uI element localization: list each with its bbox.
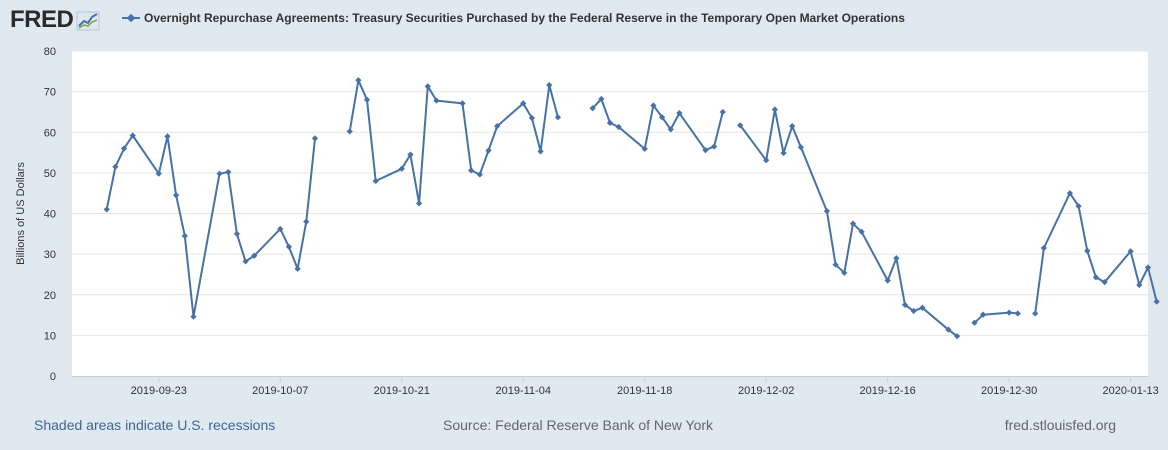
data-point-2019-09-24[interactable] bbox=[164, 133, 171, 140]
data-point-2019-10-09[interactable] bbox=[294, 265, 301, 272]
data-point-2019-09-20[interactable] bbox=[129, 132, 136, 139]
data-point-2020-01-08[interactable] bbox=[1084, 247, 1091, 254]
data-point-2020-01-07[interactable] bbox=[1075, 203, 1082, 210]
data-point-2020-01-06[interactable] bbox=[1066, 190, 1074, 197]
site-url: fred.stlouisfed.org bbox=[1004, 417, 1116, 433]
x-axis-ticks: 2019-09-23 2019-10-07 2019-10-21 2019-11-04… bbox=[131, 376, 1159, 397]
y-tick-label-80: 80 bbox=[44, 46, 56, 58]
data-point-2019-11-05[interactable] bbox=[528, 114, 536, 122]
y-tick-label-60: 60 bbox=[44, 127, 56, 139]
x-tick-label-2020-01-13: 2020-01-13 bbox=[1103, 385, 1159, 397]
chart-title: Overnight Repurchase Agreements: Treasur… bbox=[144, 11, 905, 25]
x-tick-label-2019-10-21: 2019-10-21 bbox=[374, 385, 430, 397]
y-tick-label-30: 30 bbox=[44, 249, 56, 261]
data-point-2020-01-09[interactable] bbox=[1092, 274, 1100, 281]
x-tick-label-2019-11-04: 2019-11-04 bbox=[495, 385, 550, 397]
y-tick-label-0: 0 bbox=[50, 371, 56, 383]
x-tick-label-2019-09-23: 2019-09-23 bbox=[131, 385, 187, 397]
x-tick-label-2019-12-02: 2019-12-02 bbox=[738, 385, 794, 397]
data-point-2019-09-19[interactable] bbox=[120, 145, 128, 152]
fred-logo[interactable]: FRED bbox=[10, 6, 100, 34]
recessions-link[interactable]: Shaded areas indicate U.S. recessions bbox=[34, 417, 276, 433]
x-tick-label-2019-11-18: 2019-11-18 bbox=[617, 385, 672, 397]
data-point-2020-01-10[interactable] bbox=[1101, 279, 1108, 286]
series-line-segment-4 bbox=[973, 311, 1018, 324]
x-tick-label-2019-12-30: 2019-12-30 bbox=[981, 385, 1037, 397]
data-point-2020-01-02[interactable] bbox=[1032, 310, 1039, 317]
source-text: Source: Federal Reserve Bank of New York bbox=[443, 417, 714, 433]
data-point-2019-09-17[interactable] bbox=[103, 206, 110, 213]
chart-legend[interactable]: Overnight Repurchase Agreements: Treasur… bbox=[122, 11, 905, 25]
y-tick-label-40: 40 bbox=[44, 209, 56, 221]
data-point-2019-12-17[interactable] bbox=[893, 255, 900, 262]
data-point-2019-10-02[interactable] bbox=[233, 230, 240, 237]
y-axis-ticks: 0 10 20 30 40 50 60 70 80 bbox=[44, 46, 56, 383]
y-tick-label-20: 20 bbox=[44, 290, 56, 302]
data-point-2019-09-25[interactable] bbox=[173, 192, 180, 199]
y-axis-title: Billions of US Dollars bbox=[15, 162, 27, 265]
x-tick-label-2019-12-16: 2019-12-16 bbox=[860, 385, 916, 397]
y-tick-label-50: 50 bbox=[44, 168, 56, 180]
x-tick-label-2019-10-07: 2019-10-07 bbox=[252, 385, 308, 397]
y-tick-label-70: 70 bbox=[44, 87, 56, 99]
legend-series-marker bbox=[122, 14, 140, 22]
grid-lines bbox=[72, 50, 1148, 336]
line-graph-icon bbox=[76, 11, 100, 31]
data-point-2020-01-14[interactable] bbox=[1136, 281, 1143, 289]
data-point-2019-09-18[interactable] bbox=[112, 163, 119, 170]
data-point-2019-10-01[interactable] bbox=[225, 168, 232, 176]
y-tick-label-10: 10 bbox=[44, 330, 56, 342]
data-point-2020-01-15[interactable] bbox=[1144, 264, 1152, 271]
data-point-2019-11-12[interactable] bbox=[589, 105, 596, 112]
data-point-2020-01-03[interactable] bbox=[1040, 244, 1047, 252]
data-point-2019-09-30[interactable] bbox=[216, 170, 223, 177]
data-point-2020-01-13[interactable] bbox=[1127, 248, 1134, 255]
data-point-2020-01-16[interactable] bbox=[1153, 298, 1160, 305]
logo-text: FRED bbox=[10, 6, 74, 33]
data-point-2019-10-04[interactable] bbox=[251, 252, 258, 259]
